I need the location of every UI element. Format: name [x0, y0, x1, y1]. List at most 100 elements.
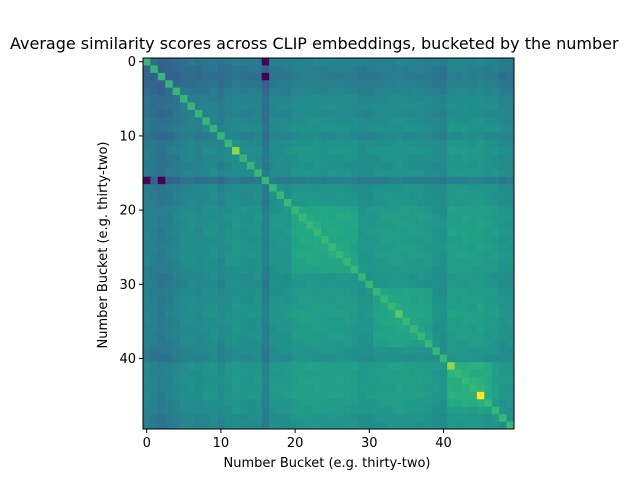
heatmap-cell: [306, 102, 315, 111]
heatmap-cell: [246, 302, 255, 311]
heatmap-cell: [224, 295, 233, 304]
heatmap-cell: [269, 332, 277, 341]
heatmap-cell: [484, 273, 493, 281]
heatmap-cell: [143, 161, 151, 170]
heatmap-cell: [313, 362, 322, 371]
heatmap-cell: [165, 132, 174, 141]
heatmap-cell: [395, 176, 404, 185]
heatmap-cell: [283, 421, 292, 430]
heatmap-cell: [447, 176, 456, 185]
heatmap-cell: [180, 384, 188, 393]
heatmap-cell: [224, 250, 233, 259]
heatmap-cell: [254, 310, 263, 319]
heatmap-cell: [387, 310, 396, 319]
heatmap-cell: [395, 87, 404, 96]
heatmap-cell: [254, 169, 263, 178]
heatmap-cell: [476, 213, 485, 222]
heatmap-cell: [180, 325, 188, 333]
heatmap-cell: [261, 147, 270, 155]
heatmap-cell: [291, 317, 300, 326]
heatmap-cell: [506, 65, 515, 74]
heatmap-cell: [447, 384, 456, 393]
chart-title: Average similarity scores across CLIP em…: [10, 34, 619, 53]
heatmap-cell: [283, 347, 292, 356]
heatmap-cell: [157, 124, 166, 133]
heatmap-cell: [150, 139, 159, 148]
heatmap-cell: [365, 384, 374, 393]
heatmap-cell: [499, 310, 507, 319]
heatmap-cell: [254, 391, 263, 400]
heatmap-cell: [343, 147, 352, 155]
heatmap-cell: [283, 65, 292, 74]
heatmap-cell: [261, 332, 270, 341]
heatmap-cell: [276, 273, 285, 281]
heatmap-cell: [387, 414, 396, 422]
heatmap-cell: [432, 87, 441, 96]
heatmap-cell: [269, 191, 277, 200]
heatmap-cell: [313, 80, 322, 89]
heatmap-cell: [417, 399, 426, 408]
heatmap-cell: [469, 421, 478, 430]
heatmap-cell: [343, 265, 352, 274]
heatmap-cell: [194, 377, 203, 385]
heatmap-cell: [447, 288, 456, 296]
heatmap-cell: [165, 391, 174, 400]
heatmap-cell: [232, 213, 240, 222]
heatmap-cell: [150, 391, 159, 400]
heatmap-cell: [246, 58, 255, 66]
heatmap-cell: [380, 221, 389, 230]
heatmap-cell: [432, 406, 441, 415]
heatmap-cell: [298, 95, 307, 103]
heatmap-cell: [417, 221, 426, 230]
heatmap-cell: [432, 206, 441, 215]
heatmap-cell: [291, 325, 300, 333]
heatmap-cell: [209, 258, 218, 267]
heatmap-cell: [254, 124, 263, 133]
heatmap-cell: [373, 221, 381, 230]
heatmap-cell: [254, 80, 263, 89]
heatmap-cell: [462, 87, 470, 96]
heatmap-cell: [402, 250, 411, 259]
heatmap-cell: [187, 325, 196, 333]
heatmap-cell: [358, 362, 366, 371]
heatmap-cell: [157, 295, 166, 304]
heatmap-cell: [187, 258, 196, 267]
heatmap-cell: [499, 198, 507, 207]
heatmap-cell: [224, 280, 233, 289]
heatmap-cell: [365, 147, 374, 155]
heatmap-cell: [402, 288, 411, 296]
heatmap-cell: [306, 161, 315, 170]
heatmap-cell: [313, 288, 322, 296]
heatmap-cell: [143, 58, 151, 66]
heatmap-cell: [194, 295, 203, 304]
heatmap-cell: [143, 139, 151, 148]
heatmap-cell: [232, 65, 240, 74]
heatmap-cell: [283, 184, 292, 192]
heatmap-cell: [484, 339, 493, 348]
heatmap-cell: [417, 139, 426, 148]
heatmap-cell: [150, 65, 159, 74]
heatmap-cell: [499, 295, 507, 304]
heatmap-cell: [180, 406, 188, 415]
heatmap-cell: [283, 147, 292, 155]
heatmap-cell: [194, 87, 203, 96]
heatmap-cell: [424, 406, 433, 415]
heatmap-cell: [321, 236, 329, 244]
heatmap-cell: [506, 87, 515, 96]
heatmap-cell: [269, 354, 277, 363]
heatmap-cell: [269, 377, 277, 385]
heatmap-cell: [321, 377, 329, 385]
heatmap-cell: [165, 206, 174, 215]
heatmap-cell: [298, 236, 307, 244]
heatmap-cell: [335, 421, 344, 430]
heatmap-cell: [424, 191, 433, 200]
heatmap-cell: [172, 302, 181, 311]
heatmap-cell: [298, 310, 307, 319]
heatmap-cell: [506, 317, 515, 326]
heatmap-cell: [224, 332, 233, 341]
heatmap-cell: [283, 273, 292, 281]
heatmap-cell: [350, 369, 359, 378]
heatmap-cell: [432, 139, 441, 148]
heatmap-cell: [187, 87, 196, 96]
heatmap-cell: [143, 87, 151, 96]
